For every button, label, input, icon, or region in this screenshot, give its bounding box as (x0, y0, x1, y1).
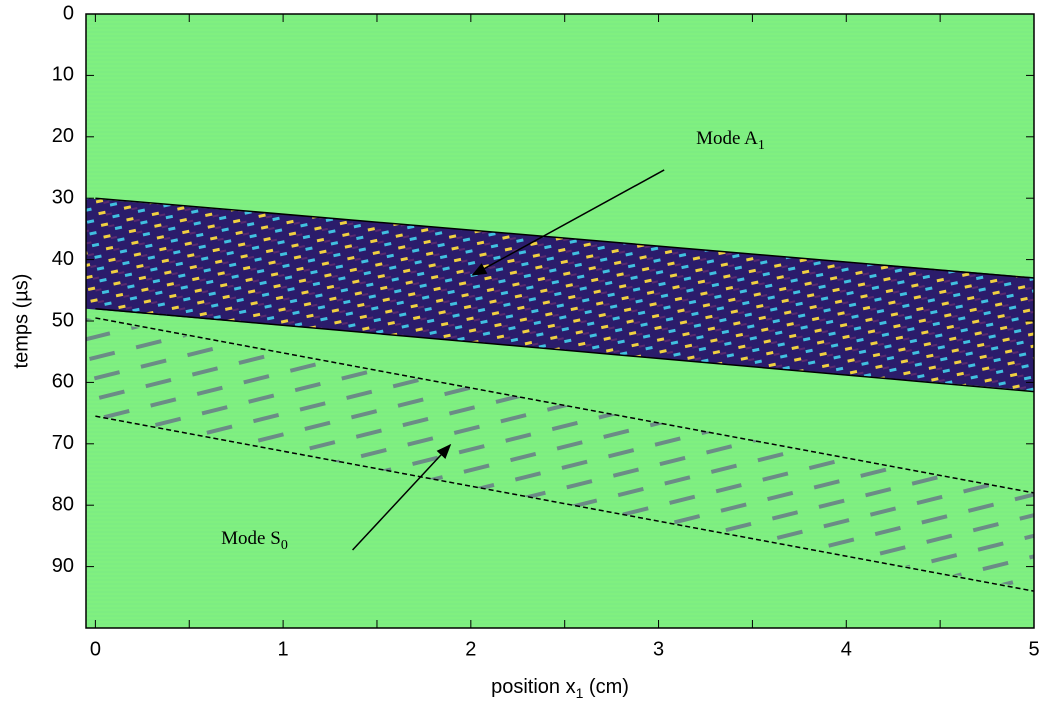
annotation-text: Mode A (696, 128, 758, 149)
y-tick-label: 70 (52, 432, 74, 454)
x-tick-label: 5 (1028, 638, 1039, 660)
x-tick-label: 1 (278, 638, 289, 660)
annotation: Mode A1 (696, 128, 765, 153)
mode-s0-region (86, 318, 1034, 590)
x-tick-label: 3 (653, 638, 664, 660)
y-tick-label: 30 (52, 186, 74, 208)
annotation: Mode S0 (221, 529, 288, 554)
plot-area (86, 14, 1035, 628)
y-tick-label: 80 (52, 493, 74, 515)
x-tick-label: 0 (90, 638, 101, 660)
y-tick-label: 10 (52, 64, 74, 86)
x-axis-label: position x1 (cm) (491, 676, 629, 700)
y-tick-label: 50 (52, 309, 74, 331)
y-tick-label: 40 (52, 248, 74, 270)
x-axis-label-text: position x (491, 676, 576, 698)
annotation-arrow (352, 443, 452, 551)
mode-a1-region (86, 198, 1034, 391)
y-tick-label: 90 (52, 555, 74, 577)
annotation-sub: 0 (281, 538, 288, 553)
annotation-text: Mode S (221, 529, 281, 550)
x-tick-label: 4 (841, 638, 852, 660)
x-axis-label-sub: 1 (576, 685, 584, 701)
y-tick-label: 20 (52, 125, 74, 147)
boundary-line (95, 415, 1035, 592)
x-axis-label-unit: (cm) (583, 676, 629, 698)
boundary-line (95, 197, 1035, 279)
boundary-line (95, 317, 1035, 494)
x-tick-label: 2 (465, 638, 476, 660)
y-tick-label: 60 (52, 371, 74, 393)
y-axis-label: temps (µs) (10, 274, 32, 369)
y-tick-label: 0 (63, 2, 74, 24)
annotation-sub: 1 (758, 138, 765, 153)
annotation-arrow (471, 169, 665, 276)
boundary-line (95, 307, 1035, 393)
